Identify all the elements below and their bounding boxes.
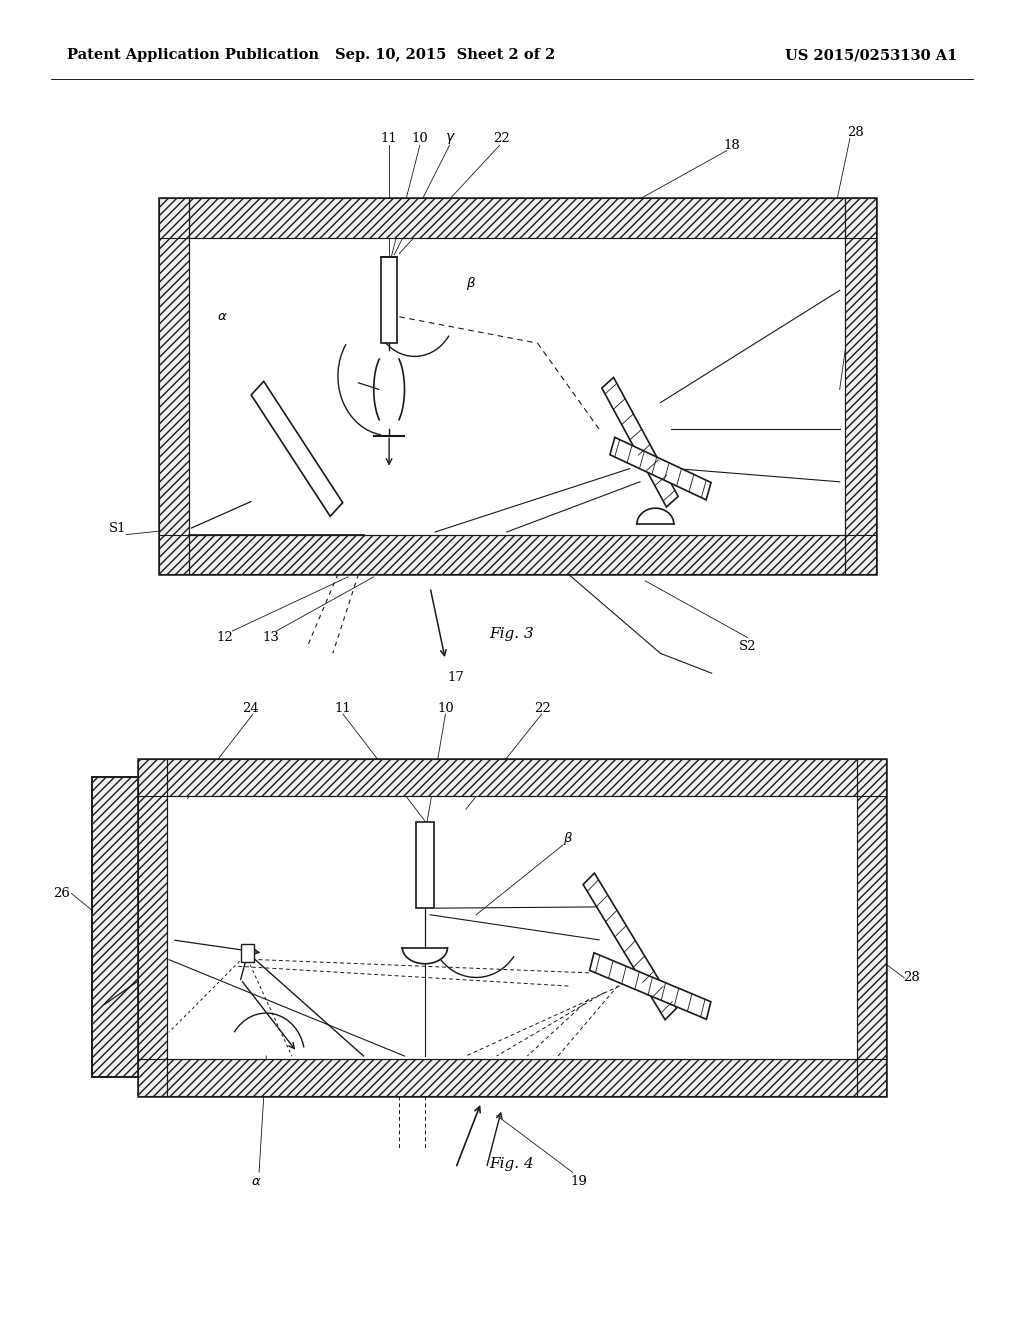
Bar	[159, 198, 876, 238]
Text: Fig. 4: Fig. 4	[489, 1158, 535, 1171]
Bar	[159, 198, 876, 574]
Text: 16: 16	[852, 396, 868, 409]
Polygon shape	[610, 437, 711, 500]
Text: Sep. 10, 2015  Sheet 2 of 2: Sep. 10, 2015 Sheet 2 of 2	[335, 49, 556, 62]
Text: 12: 12	[217, 631, 233, 644]
Text: $\alpha$: $\alpha$	[251, 1175, 261, 1188]
Text: 22: 22	[494, 132, 510, 145]
Bar	[138, 759, 167, 1096]
Text: Fig. 3: Fig. 3	[489, 627, 535, 640]
Text: 28: 28	[847, 125, 863, 139]
Polygon shape	[602, 378, 678, 507]
Bar	[138, 759, 886, 1096]
Text: 10: 10	[412, 132, 428, 145]
Text: 17: 17	[447, 671, 464, 684]
Text: $\gamma$: $\gamma$	[445, 131, 456, 147]
Bar	[857, 759, 886, 1096]
Text: 26: 26	[53, 887, 70, 900]
Text: 22: 22	[535, 702, 551, 715]
Bar	[159, 535, 876, 574]
Text: $\beta$: $\beta$	[466, 276, 476, 292]
Bar	[845, 198, 876, 574]
Text: 10: 10	[437, 702, 454, 715]
Text: S2: S2	[738, 640, 757, 653]
Bar	[242, 945, 254, 961]
Bar	[381, 257, 397, 343]
Text: 11: 11	[335, 702, 351, 715]
Bar	[138, 1059, 886, 1096]
Text: 24: 24	[243, 702, 259, 715]
Text: 28: 28	[903, 972, 920, 985]
Text: $\alpha$: $\alpha$	[217, 310, 227, 323]
Bar	[92, 777, 138, 1077]
Text: US 2015/0253130 A1: US 2015/0253130 A1	[785, 49, 957, 62]
Text: Patent Application Publication: Patent Application Publication	[67, 49, 318, 62]
Polygon shape	[590, 953, 711, 1019]
Text: 18: 18	[724, 139, 740, 152]
Text: 13: 13	[263, 631, 280, 644]
Text: 19: 19	[570, 1175, 587, 1188]
Text: 11: 11	[381, 132, 397, 145]
Text: 14: 14	[847, 304, 863, 317]
Polygon shape	[251, 381, 343, 516]
Polygon shape	[583, 873, 677, 1020]
Text: $\beta$: $\beta$	[563, 830, 573, 846]
Text: S1: S1	[109, 521, 127, 535]
Bar	[138, 759, 886, 796]
Bar	[159, 198, 189, 574]
Bar	[416, 822, 434, 908]
